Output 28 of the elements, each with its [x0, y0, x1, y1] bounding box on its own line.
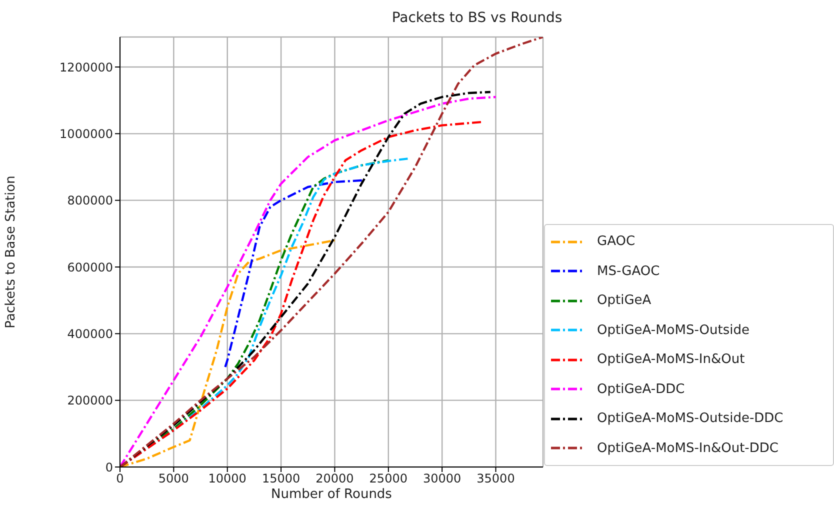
y-tick-label: 200000	[67, 394, 113, 408]
y-axis-title: Packets to Base Station	[4, 176, 19, 328]
x-tick-label: 35000	[476, 472, 515, 486]
x-tick-label: 25000	[369, 472, 408, 486]
x-tick-label: 0	[116, 472, 124, 486]
legend-label: OptiGeA-MoMS-Outside-DDC	[597, 411, 784, 426]
x-tick-label: 5000	[158, 472, 189, 486]
y-tick-label: 1200000	[60, 60, 113, 74]
y-tick-label: 400000	[67, 326, 113, 341]
x-axis-title: Number of Rounds	[271, 487, 392, 502]
legend-label: GAOC	[597, 234, 636, 250]
legend-label: MS-GAOC	[597, 264, 660, 279]
legend-label: OptiGeA	[597, 293, 652, 308]
y-tick-label: 800000	[67, 194, 113, 208]
y-tick-label: 600000	[67, 260, 113, 274]
line-series	[120, 239, 336, 467]
legend-label: OptiGeA-MoMS-In&Out	[597, 352, 745, 368]
line-series	[224, 179, 364, 368]
x-tick-label: 20000	[316, 472, 354, 486]
y-tick-label: 0	[105, 460, 113, 474]
chart-title: Packets to BS vs Rounds	[390, 10, 564, 26]
x-tick-label: 10000	[208, 472, 246, 486]
x-tick-label: 30000	[422, 472, 462, 486]
legend-label: OptiGeA-DDC	[597, 382, 685, 397]
legend-label: OptiGeA-MoMS-In&Out-DDC	[597, 440, 778, 456]
y-tick-label: 1000000	[60, 126, 113, 141]
x-tick-label: 15000	[262, 472, 300, 486]
legend-label: OptiGeA-MoMS-Outside	[597, 322, 750, 338]
